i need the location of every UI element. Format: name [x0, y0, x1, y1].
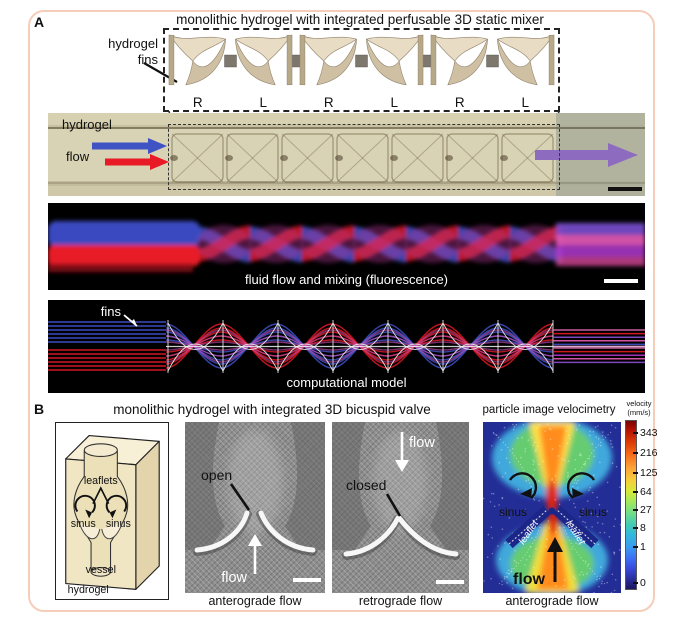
- sinus-left-label: sinus: [71, 518, 96, 530]
- colorbar-tick-label: 8: [640, 522, 646, 534]
- colorbar-tick: 216: [633, 447, 658, 459]
- mixer-elements-art: [169, 35, 554, 85]
- panel-b-label: B: [34, 401, 44, 417]
- mixer-dashed-box: R L R L R L: [163, 28, 560, 112]
- schematic-hydrogel-label: hydrogel: [68, 584, 109, 596]
- static-mixer-render: [165, 32, 558, 90]
- colorbar-tick-label: 343: [640, 427, 658, 439]
- mixer-element-label: R: [296, 95, 362, 110]
- valve-schematic-art: leaflets sinus sinus vessel hydrogel: [56, 423, 167, 598]
- scale-bar: [604, 279, 638, 283]
- colorbar-tick-label: 0: [640, 577, 646, 589]
- sinus-right-label: sinus: [106, 518, 131, 530]
- colorbar-tick-label: 27: [640, 504, 652, 516]
- mixer-element-label: R: [427, 95, 493, 110]
- fluorescence-strip: fluid flow and mixing (fluorescence): [48, 203, 645, 290]
- scale-bar: [608, 187, 642, 191]
- anterograde-art: open flow: [185, 422, 325, 593]
- anterograde-caption: anterograde flow: [185, 594, 325, 608]
- mixer-element-label: L: [362, 95, 428, 110]
- colorbar-tick-label: 216: [640, 447, 658, 459]
- colorbar-title: velocity (mm/s): [619, 399, 659, 417]
- anterograde-photo: open flow: [185, 422, 325, 593]
- retrograde-art: closed flow: [332, 422, 469, 593]
- anterograde-flow-label: flow: [221, 570, 247, 586]
- colorbar-tick-label: 64: [640, 486, 652, 498]
- model-fins-label: fins: [101, 304, 122, 319]
- piv-image: sinus sinus leaflet leaflet flow: [483, 422, 621, 593]
- retrograde-photo: closed flow: [332, 422, 469, 593]
- photo-hydrogel-label: hydrogel: [62, 117, 112, 132]
- colorbar-tick: 0: [633, 577, 646, 589]
- piv-title: particle image velocimetry: [479, 404, 619, 416]
- figure: A monolithic hydrogel with integrated pe…: [0, 0, 686, 625]
- mixer-element-label: L: [231, 95, 297, 110]
- piv-sinus-left-label: sinus: [499, 505, 527, 519]
- photo-flow-label: flow: [66, 149, 89, 164]
- hydrogel-photo-strip: hydrogel flow: [48, 113, 645, 196]
- scale-bar: [436, 580, 464, 584]
- colorbar-tick: 343: [633, 427, 658, 439]
- closed-label: closed: [346, 477, 386, 493]
- retrograde-flow-label: flow: [409, 435, 435, 451]
- piv-flow-label: flow: [513, 571, 546, 588]
- colorbar-tick-label: 125: [640, 467, 658, 479]
- panel-b-title: monolithic hydrogel with integrated 3D b…: [62, 402, 482, 417]
- piv-art: sinus sinus leaflet leaflet flow: [483, 422, 621, 593]
- computational-caption: computational model: [48, 375, 645, 390]
- colorbar-tick-label: 1: [640, 541, 646, 553]
- flow-inlet-arrows: [92, 138, 169, 170]
- computational-model-strip: fins computational model: [48, 300, 645, 393]
- panel-a-title: monolithic hydrogel with integrated perf…: [150, 12, 570, 27]
- photo-dashed-box: [168, 124, 560, 190]
- piv-sinus-right-label: sinus: [579, 505, 607, 519]
- colorbar-title-line2: (mm/s): [619, 408, 659, 417]
- mixer-element-label: R: [165, 95, 231, 110]
- piv-caption: anterograde flow: [483, 594, 621, 608]
- mixer-element-label: L: [493, 95, 559, 110]
- colorbar-tick: 64: [633, 486, 652, 498]
- retrograde-caption: retrograde flow: [332, 594, 469, 608]
- colorbar-tick: 8: [633, 522, 646, 534]
- colorbar-tick: 125: [633, 467, 658, 479]
- hydrogel-fins-line1: hydrogel: [86, 36, 158, 52]
- open-label: open: [201, 467, 232, 483]
- panel-a-label: A: [34, 14, 44, 30]
- vessel-label: vessel: [86, 564, 116, 576]
- colorbar-tick: 1: [633, 541, 646, 553]
- mixer-handedness-row: R L R L R L: [165, 95, 558, 110]
- colorbar-title-line1: velocity: [619, 399, 659, 408]
- leaflets-label: leaflets: [84, 475, 118, 487]
- fluorescence-caption: fluid flow and mixing (fluorescence): [48, 272, 645, 287]
- valve-schematic: leaflets sinus sinus vessel hydrogel: [55, 422, 169, 600]
- colorbar-tick: 27: [633, 504, 652, 516]
- scale-bar: [293, 578, 321, 582]
